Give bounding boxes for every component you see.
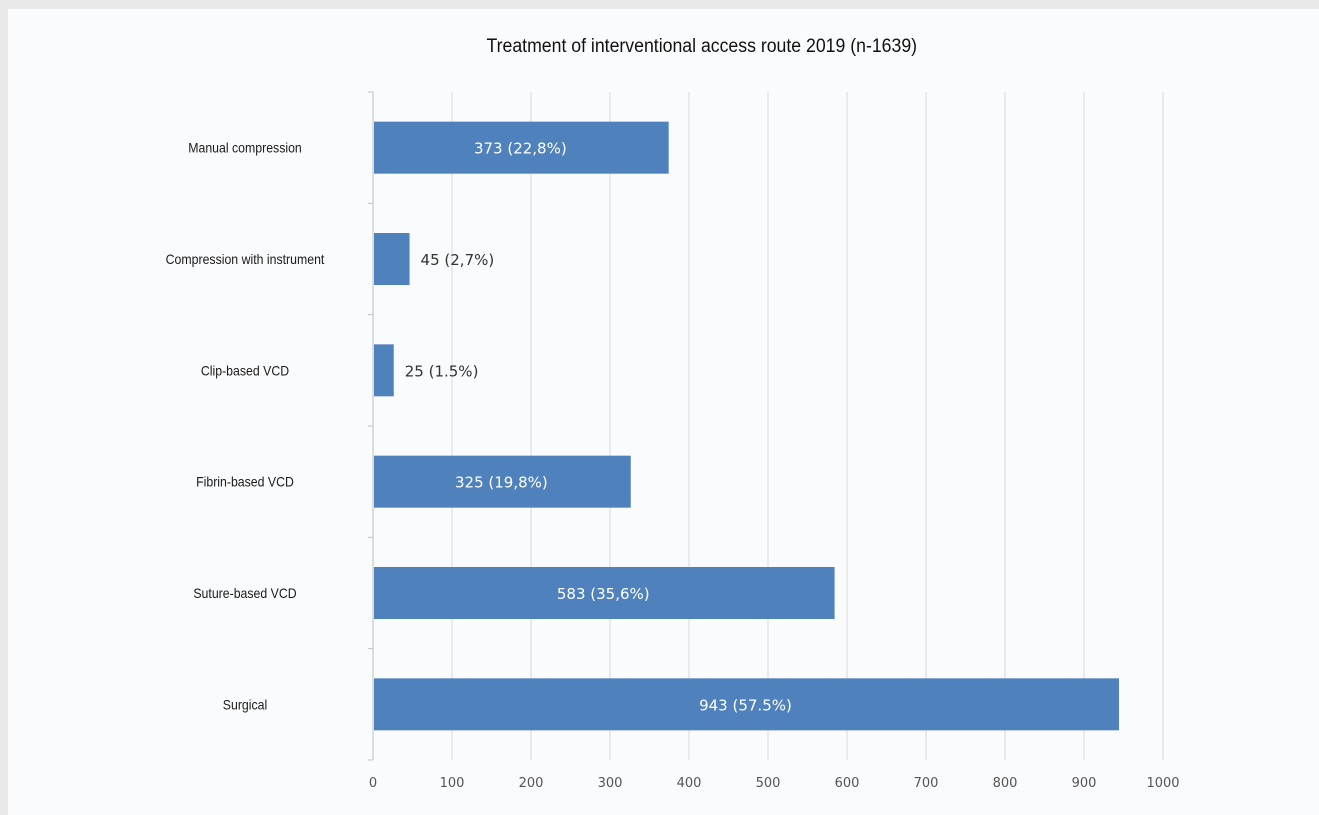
category-label: Clip-based VCD: [201, 363, 289, 379]
category-label: Fibrin-based VCD: [196, 474, 294, 490]
bar: [374, 678, 1119, 731]
data-label: 325 (19,8%): [455, 474, 548, 492]
category-label: Compression with instrument: [166, 251, 325, 267]
x-tick-label: 1000: [1146, 776, 1179, 791]
bar: [374, 455, 631, 508]
x-tick-label: 700: [914, 776, 939, 791]
x-tick-label: 100: [440, 776, 465, 791]
category-label: Suture-based VCD: [193, 585, 296, 601]
x-tick-label: 200: [519, 776, 544, 791]
data-label: 25 (1.5%): [405, 362, 479, 380]
x-tick-label: 800: [993, 776, 1018, 791]
data-label: 373 (22,8%): [474, 140, 567, 158]
bar: [374, 233, 410, 285]
data-label: 943 (57.5%): [699, 696, 792, 714]
data-label: 45 (2,7%): [421, 251, 495, 269]
x-tick-label: 300: [598, 776, 623, 791]
x-tick-label: 500: [756, 776, 781, 791]
category-label: Manual compression: [188, 140, 302, 156]
data-label: 583 (35,6%): [557, 585, 650, 603]
bar: [374, 567, 835, 619]
category-label: Surgical: [223, 697, 268, 713]
chart-title: Treatment of interventional access route…: [486, 36, 918, 57]
bar: [374, 344, 394, 397]
x-tick-label: 0: [369, 776, 377, 791]
x-tick-label: 900: [1072, 776, 1097, 791]
x-tick-label: 600: [835, 776, 860, 791]
bar: [374, 121, 669, 174]
x-tick-label: 400: [677, 776, 702, 791]
